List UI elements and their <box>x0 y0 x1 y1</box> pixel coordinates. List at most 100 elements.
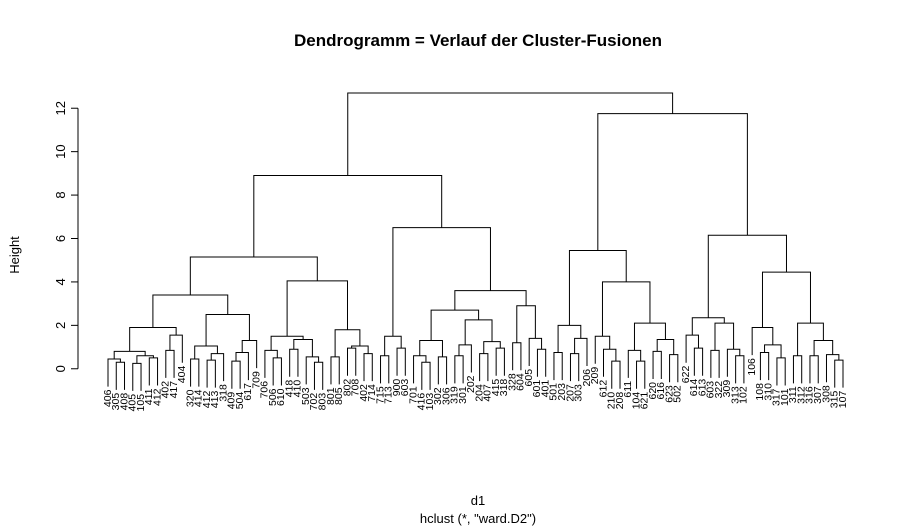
leaf-label: 702 <box>308 393 320 411</box>
leaf-label: 506 <box>267 388 279 406</box>
leaf-label: 309 <box>721 380 733 398</box>
merge-link <box>430 309 480 341</box>
leaf-label: 313 <box>729 386 741 404</box>
leaf-label: 208 <box>614 392 626 410</box>
leaf-label: 315 <box>829 391 841 409</box>
leaf-label: 620 <box>647 382 659 400</box>
leaf-label: 502 <box>672 385 684 403</box>
merge-link <box>569 353 580 382</box>
leaf-label: 106 <box>746 358 758 376</box>
merge-link <box>190 358 200 387</box>
leaf-label: 714 <box>366 384 378 402</box>
merge-link <box>286 280 348 337</box>
merge-link <box>272 357 282 386</box>
leaf-label: 617 <box>242 383 254 401</box>
merge-link <box>392 227 491 337</box>
leaf-label: 404 <box>176 366 188 384</box>
y-tick-label: 6 <box>53 235 68 242</box>
merge-link <box>735 355 745 384</box>
leaf-label: 706 <box>259 381 271 399</box>
merge-link <box>419 340 443 357</box>
merge-link <box>759 351 770 381</box>
y-tick-label: 10 <box>53 144 68 158</box>
merge-link <box>751 327 774 356</box>
leaf-label: 709 <box>250 371 262 389</box>
merge-link <box>334 329 361 357</box>
merge-link <box>813 340 834 356</box>
merge-link <box>346 347 357 376</box>
merge-link <box>458 344 472 373</box>
leaf-label: 605 <box>523 369 535 387</box>
leaf-label: 803 <box>317 393 329 411</box>
merge-link <box>235 351 249 381</box>
merge-link <box>627 349 642 378</box>
merge-link <box>495 347 505 376</box>
leaf-label: 503 <box>300 387 312 405</box>
leaf-label: 319 <box>449 386 461 404</box>
leaf-label: 308 <box>820 385 832 403</box>
merge-link <box>148 357 159 386</box>
merge-link <box>270 335 304 351</box>
leaf-label: 622 <box>680 366 692 384</box>
merge-link <box>512 342 522 371</box>
leaf-label: 614 <box>688 379 700 397</box>
merge-link <box>289 348 299 377</box>
merge-link <box>792 355 803 384</box>
merge-link <box>797 322 824 356</box>
leaf-label: 202 <box>465 375 477 393</box>
merge-link <box>834 359 844 388</box>
leaf-label: 302 <box>432 387 444 405</box>
leaf-label: 104 <box>630 392 642 410</box>
leaf-label: 206 <box>581 369 593 387</box>
merge-link <box>809 355 819 384</box>
merge-link <box>597 113 748 251</box>
leaf-label: 610 <box>275 388 287 406</box>
merge-link <box>761 271 811 328</box>
merge-link <box>413 355 427 384</box>
leaf-label: 414 <box>193 389 205 407</box>
merge-link <box>437 356 448 385</box>
merge-link <box>210 353 225 382</box>
merge-link <box>764 344 782 358</box>
merge-link <box>136 355 154 364</box>
leaf-label: 322 <box>713 381 725 399</box>
merge-link <box>380 355 390 384</box>
leaf-label: 405 <box>127 394 139 412</box>
merge-link <box>707 234 787 318</box>
leaf-label: 612 <box>597 380 609 398</box>
merge-link <box>351 345 369 354</box>
merge-link <box>479 353 489 382</box>
leaf-label: 601 <box>531 380 543 398</box>
leaf-label: 621 <box>639 392 651 410</box>
merge-link <box>205 313 250 346</box>
merge-link <box>113 350 146 360</box>
merge-link <box>347 92 674 176</box>
merge-link <box>652 350 662 379</box>
merge-link <box>169 334 183 363</box>
leaf-label: 805 <box>333 387 345 405</box>
leaf-label: 415 <box>490 379 502 397</box>
leaf-label: 305 <box>110 393 122 411</box>
leaf-label: 616 <box>655 382 667 400</box>
subtitle: hclust (*, "ward.D2") <box>420 511 536 526</box>
leaf-label: 501 <box>548 383 560 401</box>
merge-link <box>165 349 175 378</box>
merge-link <box>107 358 121 387</box>
leaf-label: 318 <box>498 379 510 397</box>
leaf-label: 402 <box>358 384 370 402</box>
leaf-label: 107 <box>837 391 849 409</box>
leaf-label: 318 <box>217 384 229 402</box>
merge-link <box>594 335 611 364</box>
leaf-label: 310 <box>762 383 774 401</box>
merge-link <box>568 249 627 326</box>
merge-link <box>714 322 735 351</box>
merge-link <box>194 345 218 360</box>
merge-link <box>454 290 527 311</box>
leaf-label: 307 <box>812 386 824 404</box>
leaf-label: 900 <box>391 379 403 397</box>
leaf-label: 407 <box>482 384 494 402</box>
leaf-label: 317 <box>771 388 783 406</box>
leaf-label: 416 <box>416 393 428 411</box>
